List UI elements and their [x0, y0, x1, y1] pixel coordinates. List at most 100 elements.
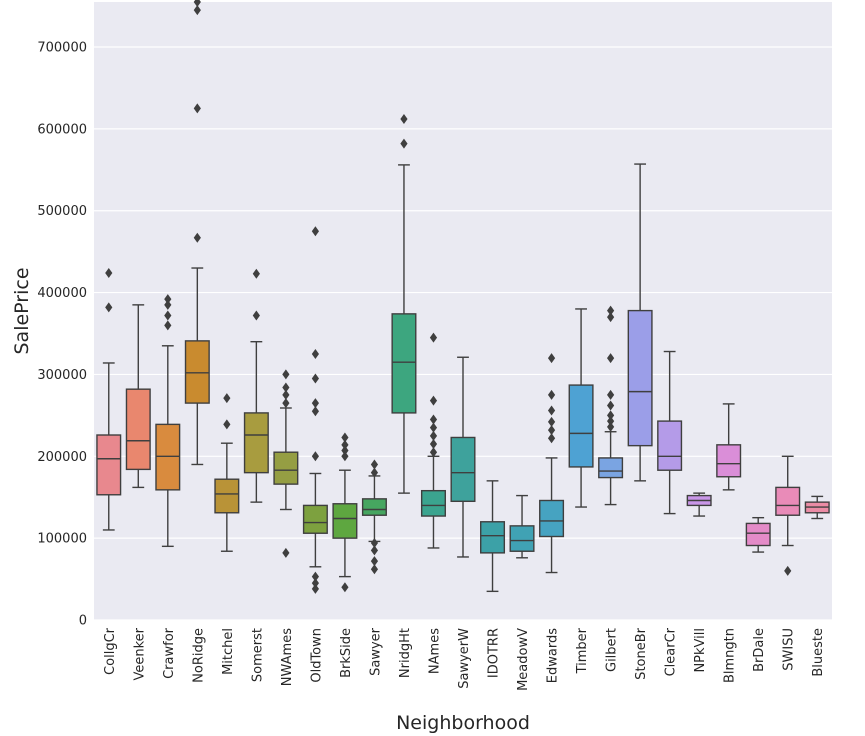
x-tick-label: ClearCr [664, 627, 679, 676]
box-group-Crawfor [155, 294, 181, 548]
box-group-NridgHt [391, 114, 417, 494]
x-tick-label: Blueste [811, 628, 826, 677]
outlier-point [370, 467, 379, 478]
outlier-point [429, 430, 438, 441]
outlier-point [193, 232, 201, 243]
box [598, 457, 624, 479]
outlier-point [607, 353, 615, 364]
outlier-point [547, 353, 556, 364]
outlier-point [164, 299, 172, 310]
box-group-BrDale [745, 516, 771, 553]
box [184, 340, 210, 404]
outlier-point [193, 103, 201, 114]
y-tick-label: 400000 [37, 286, 87, 301]
outlier-point [341, 451, 349, 462]
x-tick-label: NWAmes [280, 628, 295, 686]
box-group-ClearCr [657, 350, 683, 515]
box-group-OldTown [302, 226, 328, 594]
x-tick-label: NoRidge [191, 628, 206, 683]
outlier-point [429, 422, 438, 433]
x-tick-label: SawyerW [457, 628, 472, 689]
box-group-NPkVill [686, 492, 712, 517]
outlier-point [429, 332, 438, 343]
outlier-point [311, 226, 319, 237]
outlier-point [607, 410, 615, 421]
y-tick-label: 500000 [37, 204, 87, 219]
x-tick-label: NridgHt [398, 628, 413, 678]
x-axis-title: Neighborhood [396, 712, 530, 734]
outlier-point [547, 416, 556, 427]
box-group-Sawyer [361, 459, 387, 575]
box [480, 521, 506, 554]
outlier-point [311, 406, 319, 417]
box [361, 498, 387, 516]
outlier-point [400, 114, 408, 125]
outlier-point [607, 389, 615, 400]
x-tick-label: CollgCr [103, 627, 118, 675]
box-group-BrkSide [332, 432, 358, 593]
x-tick-label: MeadowV [516, 628, 531, 691]
box [539, 499, 565, 538]
x-tick-label: SWISU [782, 628, 797, 671]
x-tick-label: Sawyer [368, 627, 383, 676]
x-tick-label: Gilbert [605, 628, 620, 672]
outlier-point [429, 395, 438, 406]
outlier-point [607, 305, 615, 316]
outlier-point [311, 571, 319, 582]
watermark: @稀土掘金技术社区 [684, 696, 819, 714]
outlier-point [311, 583, 319, 594]
box-group-MeadowV [509, 494, 535, 559]
outlier-point [223, 419, 231, 430]
outlier-point [105, 302, 113, 313]
outlier-point [607, 312, 615, 323]
box-group-NoRidge [184, 0, 210, 466]
box-group-StoneBr [627, 163, 653, 482]
box [243, 412, 269, 474]
y-axis-ticks: 0 100000 200000 300000 400000 500000 600000 700… [37, 41, 87, 629]
box-group-Blueste [804, 495, 830, 520]
outlier-point [223, 393, 231, 404]
x-tick-label: Timber [575, 627, 590, 674]
x-tick-label: Mitchel [221, 628, 236, 675]
outlier-point [311, 451, 319, 462]
x-tick-label: StoneBr [634, 627, 649, 679]
x-tick-label: Veenker [132, 627, 147, 680]
x-tick-label: Somerst [250, 628, 265, 682]
outlier-point [311, 348, 319, 359]
box [420, 489, 446, 517]
box [96, 434, 122, 496]
outlier-point [547, 389, 556, 400]
box [509, 525, 535, 552]
outlier-point [341, 432, 349, 443]
outlier-point [429, 447, 438, 458]
box-group-Blmngtn [716, 403, 742, 491]
outlier-point [282, 389, 290, 400]
outlier-point [105, 267, 113, 278]
outlier-point [193, 0, 201, 7]
box [214, 478, 240, 514]
outlier-point [341, 439, 349, 450]
x-tick-label: NPkVill [693, 628, 708, 673]
box [125, 388, 151, 471]
box-group-CollgCr [96, 267, 122, 531]
y-tick-label: 100000 [37, 532, 87, 547]
x-tick-label: BrDale [752, 628, 767, 672]
outlier-point [607, 416, 615, 427]
box-group-Gilbert [598, 305, 624, 506]
outlier-point [282, 369, 290, 380]
y-tick-label: 300000 [37, 368, 87, 383]
box [155, 423, 181, 491]
outlier-point [164, 294, 172, 305]
outlier-point [311, 398, 319, 409]
box-group-IDOTRR [480, 480, 506, 593]
box-group-SWISU [775, 455, 801, 576]
outlier-point [370, 556, 379, 567]
outlier-point [607, 421, 615, 432]
outlier-point [282, 398, 290, 409]
outlier-point [429, 439, 438, 450]
outlier-point [547, 425, 556, 436]
box [302, 504, 328, 534]
boxplot-series [96, 0, 830, 594]
outlier-point [193, 5, 201, 16]
outlier-point [341, 582, 349, 593]
